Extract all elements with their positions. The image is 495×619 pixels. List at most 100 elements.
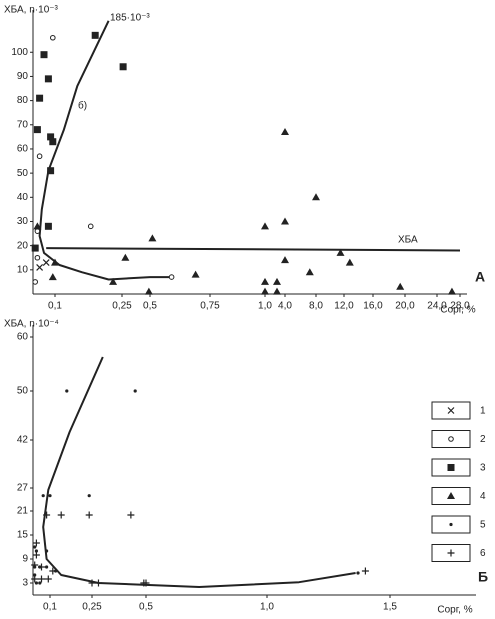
marker-triangle (336, 248, 345, 256)
y-tick-label: 42 (17, 435, 29, 446)
marker-square (44, 75, 52, 83)
marker-x (42, 259, 50, 266)
marker-square (47, 133, 55, 141)
legend-label: 6 (480, 548, 486, 559)
x-tick-label: 16,0 (363, 301, 383, 312)
y-tick-label: 50 (17, 386, 29, 397)
x-axis-label: Cорг, % (437, 605, 472, 616)
marker-triangle (144, 287, 153, 295)
marker-dot (356, 571, 360, 575)
x-tick-label: 0,1 (43, 602, 57, 613)
marker-circle (34, 254, 41, 261)
y-axis-label: ХБА, n·10⁻³ (4, 5, 59, 16)
x-tick-label: 1,0 (260, 602, 274, 613)
marker-plus (44, 575, 52, 583)
marker-plus (142, 579, 150, 587)
panel-label: Б (478, 569, 488, 585)
legend-box (431, 544, 471, 562)
y-tick-label: 20 (17, 240, 29, 251)
marker-plus (88, 579, 96, 587)
marker-plus (57, 511, 65, 519)
legend-label: 3 (480, 463, 486, 474)
y-tick-label: 50 (17, 168, 29, 179)
legend-box (431, 458, 471, 477)
x-tick-label: 12,0 (334, 301, 354, 312)
marker-triangle (281, 217, 289, 225)
legend-label: 2 (480, 434, 486, 445)
marker-circle (36, 153, 43, 160)
marker-dot (33, 573, 37, 577)
marker-triangle (312, 193, 320, 201)
marker-square (36, 94, 44, 102)
curve (38, 20, 170, 281)
marker-square (40, 51, 48, 59)
marker-triangle (48, 273, 57, 281)
marker-triangle (273, 277, 281, 285)
marker-triangle (51, 258, 59, 266)
marker-plus (85, 511, 93, 519)
marker-dot (34, 549, 39, 553)
marker-square (119, 63, 127, 71)
legend-box (431, 430, 471, 448)
marker-plus (49, 567, 57, 575)
marker-triangle (261, 277, 269, 285)
annotation: б) (78, 100, 87, 112)
marker-triangle (121, 253, 130, 261)
y-tick-label: 60 (17, 144, 29, 155)
panel-label: А (475, 269, 485, 285)
marker-square (33, 126, 41, 134)
x-tick-label: 8,0 (309, 301, 323, 312)
x-tick-label: 24,0 (427, 301, 447, 312)
x-tick-label: 1,0 (258, 301, 272, 312)
marker-dot (48, 494, 52, 498)
marker-plus (32, 539, 40, 547)
marker-square (44, 222, 52, 230)
marker-square (47, 167, 55, 175)
marker-plus (31, 575, 39, 583)
y-tick-label: 90 (17, 71, 29, 82)
legend-marker (447, 464, 455, 471)
legend-marker (449, 522, 453, 527)
y-tick-label: 3 (22, 578, 28, 589)
x-tick-label: 1,5 (383, 602, 397, 613)
marker-triangle (281, 256, 289, 264)
legend-marker (447, 549, 455, 557)
marker-triangle (273, 287, 281, 295)
marker-dot (41, 494, 45, 498)
marker-triangle (396, 282, 405, 290)
marker-circle (34, 228, 41, 234)
curve (42, 356, 356, 588)
x-tick-label: 0,1 (48, 301, 62, 312)
marker-triangle (191, 270, 200, 278)
marker-triangle (109, 277, 118, 285)
legend-label: 5 (480, 520, 486, 531)
y-tick-label: 27 (17, 483, 29, 494)
legend-label: 1 (480, 406, 486, 417)
x-tick-label: 0,25 (82, 602, 102, 613)
marker-triangle (447, 287, 456, 295)
legend-box (431, 515, 471, 534)
y-tick-label: 40 (17, 192, 29, 203)
marker-dot (87, 494, 91, 498)
x-tick-label: 28,0 (450, 301, 470, 312)
legend-marker (447, 407, 455, 414)
marker-square (91, 31, 99, 39)
x-tick-label: 0,5 (143, 301, 157, 312)
y-tick-label: 60 (17, 332, 29, 343)
annotation: ХБА (398, 235, 418, 246)
marker-dot (33, 545, 37, 549)
marker-plus (38, 575, 45, 583)
marker-circle (87, 223, 94, 230)
marker-triangle (261, 287, 269, 295)
y-tick-label: 21 (17, 506, 29, 517)
annotation: 185·10⁻³ (110, 13, 150, 24)
marker-dot (133, 389, 137, 393)
x-tick-label: 0,75 (200, 301, 220, 312)
legend-box (431, 487, 471, 505)
marker-dot (45, 549, 49, 553)
marker-plus (361, 567, 369, 575)
marker-dot (34, 581, 39, 585)
marker-triangle (281, 128, 289, 136)
x-tick-label: 20,0 (395, 301, 415, 312)
legend-label: 4 (480, 491, 486, 502)
